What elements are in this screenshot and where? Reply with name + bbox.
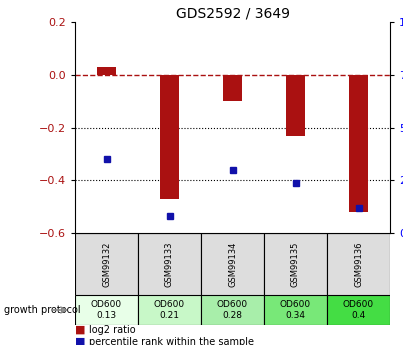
Text: OD600
0.13: OD600 0.13 (91, 300, 122, 320)
Bar (349, 75, 368, 212)
Text: OD600
0.4: OD600 0.4 (343, 300, 374, 320)
Bar (327, 295, 390, 325)
Text: GSM99133: GSM99133 (165, 241, 174, 287)
Text: percentile rank within the sample: percentile rank within the sample (89, 337, 254, 345)
Bar (138, 295, 201, 325)
Bar (327, 233, 390, 295)
Bar (75, 233, 138, 295)
Title: GDS2592 / 3649: GDS2592 / 3649 (175, 7, 289, 21)
Bar (138, 233, 201, 295)
Text: log2 ratio: log2 ratio (89, 325, 136, 335)
Bar (264, 295, 327, 325)
Bar (201, 233, 264, 295)
Bar (264, 233, 327, 295)
Text: OD600
0.21: OD600 0.21 (154, 300, 185, 320)
Bar (286, 75, 305, 136)
Text: ■: ■ (75, 325, 85, 335)
Text: growth protocol: growth protocol (4, 305, 81, 315)
Bar (160, 75, 179, 199)
Text: GSM99136: GSM99136 (354, 241, 363, 287)
Bar (75, 295, 138, 325)
Bar (97, 67, 116, 75)
Text: GSM99134: GSM99134 (228, 241, 237, 287)
Text: GSM99135: GSM99135 (291, 241, 300, 287)
Text: OD600
0.34: OD600 0.34 (280, 300, 311, 320)
Bar (201, 295, 264, 325)
Bar (223, 75, 242, 101)
Text: ■: ■ (75, 337, 85, 345)
Text: GSM99132: GSM99132 (102, 241, 111, 287)
Text: OD600
0.28: OD600 0.28 (217, 300, 248, 320)
